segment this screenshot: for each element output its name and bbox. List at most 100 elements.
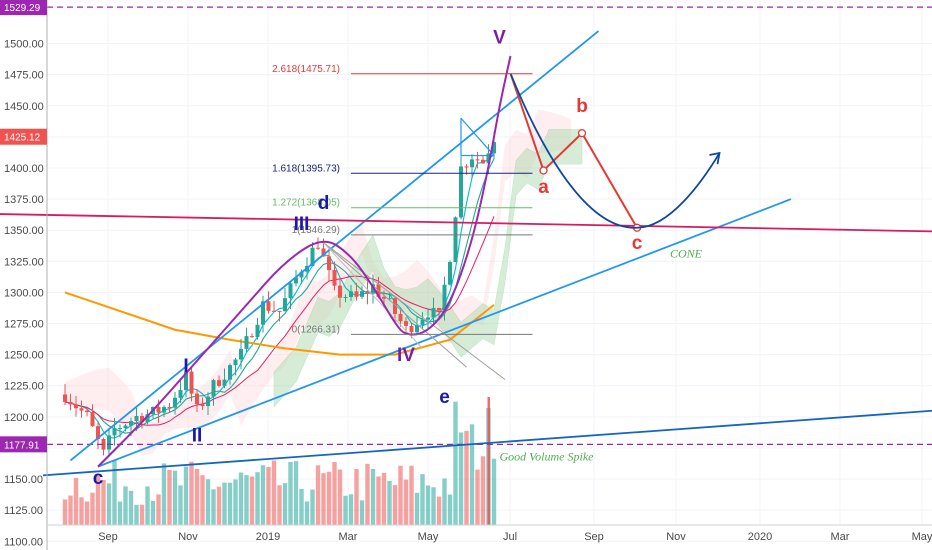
candle-body <box>475 159 480 161</box>
x-tick-label: 2020 <box>748 531 772 543</box>
volume-bar <box>238 472 244 525</box>
volume-bar <box>288 461 293 525</box>
volume-bar <box>211 489 216 525</box>
candle-body <box>283 298 287 312</box>
volume-bar <box>189 461 194 525</box>
candle-body <box>68 401 73 405</box>
candle-body <box>96 426 100 439</box>
candle-body <box>173 397 177 408</box>
candle-body <box>167 407 172 409</box>
volume-bar <box>106 483 112 525</box>
volume-bar <box>381 472 387 525</box>
y-tick-label: 1450.00 <box>4 101 44 113</box>
volume-bar <box>233 479 238 525</box>
candle-body <box>184 371 188 391</box>
volume-bar <box>216 486 222 525</box>
volume-bar <box>194 468 200 525</box>
volume-bar <box>464 430 469 525</box>
fan-line <box>323 242 506 380</box>
volume-bar <box>392 485 398 525</box>
volume-bar <box>95 475 101 525</box>
candle-body <box>255 324 260 338</box>
cloud-band-red <box>65 109 571 456</box>
candle-body <box>382 296 386 299</box>
y-tick-label: 1475.00 <box>4 70 44 82</box>
candle-body <box>156 407 161 413</box>
candle-body <box>299 271 304 278</box>
volume-bar <box>475 469 480 525</box>
candle-body <box>332 270 337 286</box>
volume-bar <box>249 476 255 525</box>
candle-body <box>365 291 370 294</box>
volume-bar <box>139 504 145 525</box>
candle-body <box>453 217 458 263</box>
volume-bar <box>414 492 420 525</box>
volume-bar <box>205 479 211 525</box>
candle-body <box>266 301 271 311</box>
volume-bar <box>398 465 403 525</box>
volume-bar <box>480 456 486 525</box>
x-tick-label: Sep <box>584 531 604 543</box>
volume-bar <box>79 497 84 525</box>
candle-body <box>107 435 111 450</box>
volume-bar <box>123 486 128 525</box>
candle-body <box>420 319 425 325</box>
volume-bar <box>310 489 315 525</box>
volume-bar <box>161 463 167 525</box>
resistance-line <box>0 213 932 233</box>
y-tick-label: 1400.00 <box>4 163 44 175</box>
candle-body <box>272 310 276 312</box>
elliott-wave-curve <box>97 55 512 468</box>
volume-bar <box>343 495 348 525</box>
candle-body <box>277 310 282 312</box>
y-tick-label: 1300.00 <box>4 287 44 299</box>
fib-level-label: 1.618(1395.73) <box>272 163 340 174</box>
fib-level-label: 0(1266.31) <box>292 324 340 335</box>
candle-body <box>140 415 144 423</box>
price-tag <box>0 128 47 145</box>
y-tick-label: 1125.00 <box>4 505 43 517</box>
candle-body <box>288 283 293 299</box>
x-tick-label: Mar <box>831 531 850 543</box>
candle-body <box>63 394 67 402</box>
candle-body <box>459 166 463 218</box>
volume-bar <box>469 424 475 525</box>
fib-level-label: 2.618(1475.71) <box>272 64 340 75</box>
candle-body <box>294 277 298 284</box>
candle-body <box>244 336 249 349</box>
volume-bar <box>134 504 139 525</box>
volume-bar <box>156 494 161 525</box>
candle-body <box>79 408 84 411</box>
y-tick-label: 1225.00 <box>4 381 44 393</box>
candle-body <box>239 348 243 360</box>
arrow-head <box>709 151 721 165</box>
volume-bar <box>271 460 277 525</box>
candle-body <box>134 415 139 422</box>
volume-bar <box>222 482 227 525</box>
fib-level-label: 1.272(1368.05) <box>272 198 340 209</box>
candle-body <box>426 317 430 320</box>
x-tick-label: Sep <box>98 531 118 543</box>
volume-bar <box>62 499 68 525</box>
projection-node <box>539 166 548 175</box>
volume-bar <box>150 500 156 525</box>
volume-bar <box>453 401 458 525</box>
volume-bar <box>277 485 282 525</box>
volume-bar <box>84 501 90 525</box>
price-tag <box>0 0 47 16</box>
candle-body <box>349 291 353 298</box>
volume-bar <box>354 469 359 525</box>
candle-body <box>360 291 364 297</box>
volume-bar <box>172 470 178 525</box>
candle-body <box>470 159 474 168</box>
candle-body <box>222 379 227 386</box>
wave-label: a <box>538 177 549 198</box>
candle-body <box>200 404 205 407</box>
volume-bar <box>442 478 447 525</box>
candle-body <box>217 380 221 386</box>
volume-bar <box>178 485 183 525</box>
y-tick-label: 1500.00 <box>4 39 44 51</box>
candle-body <box>206 396 210 407</box>
volume-bar <box>266 466 271 525</box>
